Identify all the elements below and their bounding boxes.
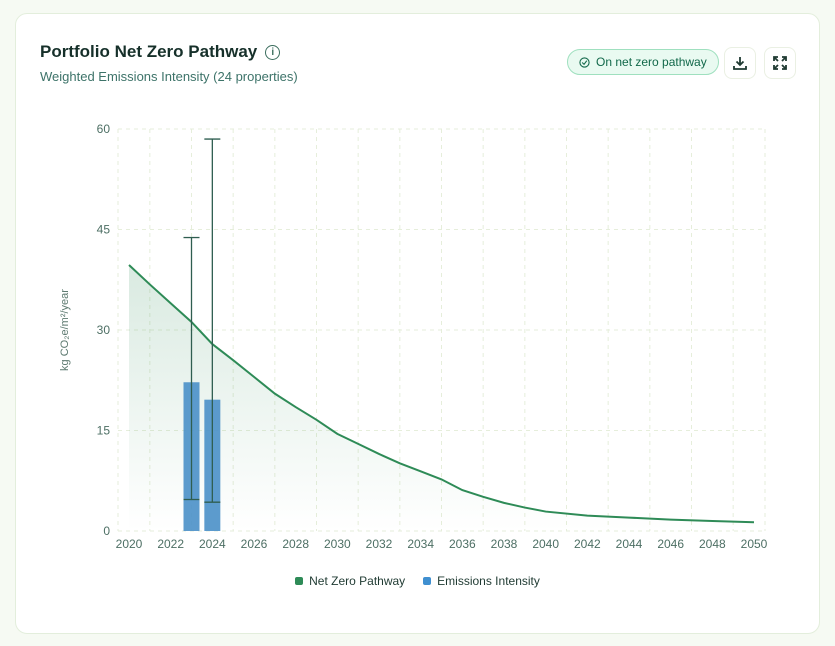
x-tick-label: 2042 [574,537,601,551]
y-tick-label: 0 [103,524,110,538]
x-tick-label: 2034 [407,537,434,551]
x-tick-label: 2020 [116,537,143,551]
info-icon[interactable]: i [265,44,281,60]
x-tick-label: 2028 [282,537,309,551]
x-tick-label: 2044 [616,537,643,551]
chart-title: Portfolio Net Zero Pathway i [40,42,281,62]
x-tick-label: 2024 [199,537,226,551]
x-tick-label: 2040 [532,537,559,551]
chart-subtitle: Weighted Emissions Intensity (24 propert… [40,69,298,84]
x-tick-label: 2030 [324,537,351,551]
x-tick-label: 2036 [449,537,476,551]
pathway-area [129,265,754,531]
check-circle-icon [579,56,590,68]
x-tick-label: 2038 [491,537,518,551]
y-tick-label: 30 [97,323,111,337]
expand-icon [773,56,787,70]
legend-item-emissions[interactable]: Emissions Intensity [423,574,540,588]
download-icon [733,57,747,70]
chart-legend: Net Zero Pathway Emissions Intensity [16,574,819,588]
y-tick-label: 45 [97,223,111,237]
x-tick-label: 2032 [366,537,393,551]
y-tick-label: 15 [97,424,111,438]
fullscreen-button[interactable] [764,47,796,79]
y-axis-label: kg CO₂e/m²/year [59,289,71,371]
download-button[interactable] [724,47,756,79]
legend-item-net-zero[interactable]: Net Zero Pathway [295,574,405,588]
x-tick-label: 2026 [241,537,268,551]
x-tick-label: 2050 [741,537,768,551]
y-tick-label: 60 [97,122,111,136]
x-tick-label: 2048 [699,537,726,551]
status-badge: On net zero pathway [567,49,719,75]
x-tick-label: 2022 [157,537,184,551]
x-tick-label: 2046 [657,537,684,551]
pathway-line [128,264,755,524]
